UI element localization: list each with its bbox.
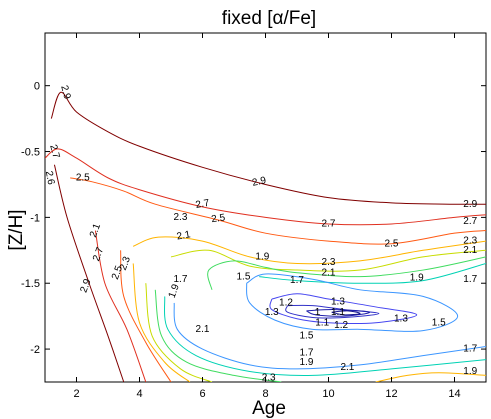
- contour-label: 2.7: [463, 216, 477, 227]
- contour-label: 1.9: [167, 282, 182, 299]
- contour-label: 1.1: [331, 307, 345, 318]
- contour-label: 2.7: [91, 245, 106, 262]
- contour-label: 1.1: [315, 317, 329, 328]
- contour-label: 2.5: [110, 264, 125, 281]
- contour-label: 2.5: [211, 212, 227, 225]
- contour-label: 1.5: [432, 317, 446, 328]
- plot-area: [44, 32, 487, 383]
- contour-label: 1.7: [299, 348, 313, 359]
- contour-level-1-5: [246, 273, 459, 332]
- contour-label: 2.9: [79, 277, 94, 294]
- contour-level-1: [331, 310, 361, 316]
- y-axis-label: [Z/H]: [6, 209, 27, 250]
- contour-label: 1.5: [299, 331, 313, 342]
- x-tick-label: 6: [199, 388, 205, 400]
- contour-label: 2.5: [76, 173, 90, 184]
- y-axis-ticks: 0 -0.5 -1 -1.5 -2: [21, 81, 486, 356]
- y-tick-label: -1.5: [21, 278, 40, 290]
- x-tick-label: 8: [262, 388, 268, 400]
- x-tick-label: 14: [448, 388, 460, 400]
- contour-label: 2.1: [340, 362, 354, 373]
- x-axis-label: Age: [252, 398, 286, 419]
- contour-label: 1.2: [279, 298, 293, 309]
- contour-level-2-9: [53, 164, 125, 382]
- y-tick-label: -2: [30, 344, 40, 356]
- contour-label: 2.7: [195, 198, 211, 211]
- x-tick-label: 10: [322, 388, 334, 400]
- contour-label: 2.3: [262, 373, 276, 384]
- contour-level-2-3: [132, 263, 191, 382]
- contour-label: 1.9: [410, 273, 424, 284]
- contour-label: 1.3: [331, 296, 345, 307]
- contour-level-1-7: [164, 296, 486, 377]
- contour-label: 1.3: [265, 307, 279, 318]
- contour-level-1-9: [154, 289, 282, 382]
- contour-label: 1.7: [463, 274, 477, 285]
- contour-label: 1.2: [334, 320, 348, 331]
- contour-level-1-2: [285, 304, 380, 319]
- contour-label: 1.5: [236, 271, 250, 282]
- contour-label: 2.3: [322, 257, 336, 268]
- contour-label: 1.7: [290, 275, 304, 286]
- contour-label: 1.3: [394, 313, 408, 324]
- contour-label: 2.9: [58, 84, 72, 101]
- contour-label: 2.1: [176, 229, 192, 242]
- contour-label: 1.7: [173, 274, 187, 285]
- x-tick-label: 4: [136, 388, 142, 400]
- contour-label: 2.6: [43, 170, 56, 186]
- contour-level-2-3: [375, 372, 486, 382]
- contour-label: 1.9: [463, 366, 477, 377]
- contour-label: 2.1: [88, 222, 103, 239]
- contour-label: 2.9: [463, 199, 477, 210]
- contour-labels: 2.92.72.6 2.5 2.92.7 2.92.72.72.52.32.52.1 2…: [43, 84, 478, 384]
- contour-label: 1.9: [255, 252, 269, 263]
- contour-level-2-1: [145, 283, 213, 382]
- contour-label: 1: [315, 307, 321, 318]
- contour-lines: [45, 91, 486, 382]
- y-tick-label: -0.5: [21, 147, 40, 159]
- contour-level-2-7: [94, 230, 147, 382]
- x-tick-label: 2: [73, 388, 79, 400]
- contour-label: 2.7: [322, 219, 336, 230]
- contour-level-2-7: [45, 148, 486, 226]
- x-tick-label: 12: [385, 388, 397, 400]
- y-tick-label: 0: [34, 81, 40, 93]
- contour-label: 2.3: [118, 255, 133, 272]
- contour-level-1-5: [173, 302, 486, 370]
- contour-label: 2.3: [463, 236, 477, 247]
- contour-label: 2.3: [173, 212, 187, 223]
- contour-level-1-9: [207, 256, 486, 290]
- contour-level-2-5: [120, 250, 172, 382]
- contour-label: 2.1: [196, 324, 210, 335]
- contour-label: 2.7: [47, 143, 61, 160]
- contour-label: 2.1: [463, 245, 477, 256]
- contour-level-2-3: [133, 236, 486, 265]
- contour-level-2-1: [170, 249, 486, 272]
- contour-label: 1.7: [463, 344, 477, 355]
- contour-level-1-1: [306, 309, 370, 317]
- contour-level-1-7: [259, 262, 486, 284]
- y-tick-label: -1: [30, 212, 40, 224]
- chart-title: fixed [α/Fe]: [222, 8, 316, 29]
- contour-level-1-3: [269, 293, 418, 324]
- contour-label: 2.9: [251, 175, 267, 189]
- contour-label: 2.5: [385, 238, 399, 249]
- contour-label: 2.1: [322, 267, 336, 278]
- contour-level-2-5: [70, 177, 486, 245]
- contour-label: 1.9: [299, 357, 313, 368]
- x-axis-ticks: 2 4 6 8 10 12 14: [73, 33, 461, 400]
- contour-level-2-9: [50, 91, 486, 205]
